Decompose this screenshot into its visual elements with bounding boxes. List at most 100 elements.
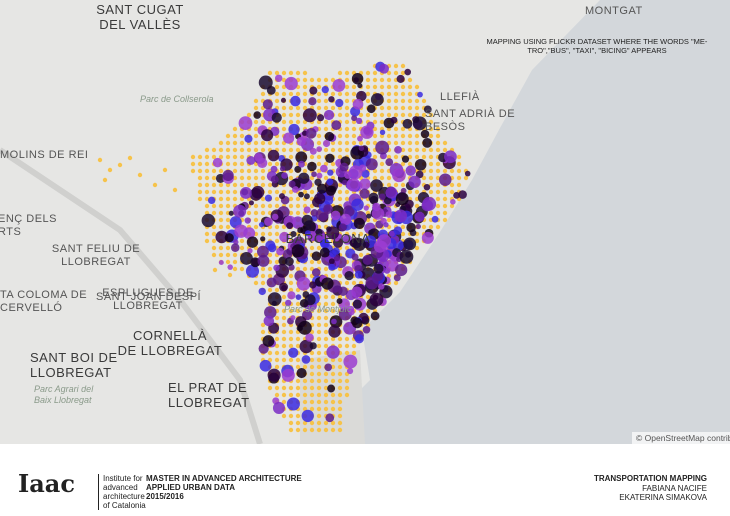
point <box>288 420 294 426</box>
place-label: SANT CUGAT <box>96 2 184 17</box>
point <box>290 95 301 107</box>
point <box>288 273 294 279</box>
point <box>400 70 406 76</box>
point <box>296 368 307 379</box>
place-label: Baix Llobregat <box>34 395 92 405</box>
point <box>351 73 364 85</box>
point <box>274 84 280 90</box>
point <box>337 378 343 384</box>
point <box>316 161 322 167</box>
point <box>258 221 265 228</box>
point <box>282 249 293 259</box>
project: TRANSPORTATION MAPPING <box>593 474 707 483</box>
point <box>327 169 334 176</box>
point <box>362 325 371 334</box>
point <box>372 126 378 132</box>
point <box>347 305 355 313</box>
point <box>267 243 277 253</box>
point <box>239 168 245 174</box>
point <box>295 70 301 76</box>
point <box>456 161 462 167</box>
point <box>296 325 303 332</box>
point <box>302 364 308 370</box>
point <box>211 210 217 216</box>
point <box>286 397 300 411</box>
point <box>330 406 336 412</box>
point <box>274 287 280 293</box>
point <box>323 315 329 321</box>
point <box>393 133 399 139</box>
point <box>218 154 224 160</box>
point <box>253 133 259 139</box>
point <box>393 70 399 76</box>
point <box>323 406 329 412</box>
point <box>295 119 301 125</box>
point <box>393 105 399 111</box>
point <box>211 245 217 251</box>
point <box>303 206 311 214</box>
point <box>253 111 262 119</box>
point <box>365 140 371 146</box>
point <box>330 140 336 146</box>
point <box>309 378 315 384</box>
point <box>271 112 282 123</box>
point <box>309 420 315 426</box>
point <box>298 172 310 184</box>
point <box>316 322 322 328</box>
point <box>267 292 282 306</box>
point <box>316 385 322 391</box>
point <box>395 192 409 206</box>
point <box>211 231 217 237</box>
point <box>331 318 337 325</box>
point <box>271 213 279 221</box>
point <box>295 427 301 433</box>
point <box>316 357 322 363</box>
point <box>316 84 322 90</box>
point <box>286 222 294 230</box>
point <box>224 233 234 243</box>
point <box>344 171 352 179</box>
point <box>344 91 350 97</box>
point <box>344 133 350 139</box>
point <box>337 91 343 97</box>
point <box>295 196 301 202</box>
point <box>197 175 203 181</box>
point <box>302 91 308 97</box>
point <box>102 177 108 183</box>
point <box>339 162 349 172</box>
point <box>435 140 441 146</box>
point <box>359 178 371 190</box>
point <box>393 182 399 188</box>
point <box>260 266 266 272</box>
point <box>394 209 408 223</box>
point <box>435 126 441 132</box>
point <box>299 339 314 354</box>
point <box>337 70 343 76</box>
point <box>383 222 389 228</box>
point <box>325 153 335 163</box>
point <box>337 413 343 419</box>
point <box>309 77 315 83</box>
point <box>218 259 224 266</box>
point <box>330 371 336 377</box>
point <box>386 182 392 188</box>
place-label: BESÒS <box>425 120 465 133</box>
point <box>414 203 420 209</box>
point <box>240 251 253 265</box>
point <box>414 98 420 104</box>
point <box>372 175 378 181</box>
point <box>281 357 287 363</box>
point <box>344 336 350 342</box>
point <box>428 168 434 174</box>
point <box>414 154 420 160</box>
point <box>400 140 406 146</box>
point <box>372 140 378 146</box>
point <box>370 93 384 107</box>
point <box>316 343 322 349</box>
point <box>246 168 252 174</box>
point <box>352 299 363 309</box>
point <box>372 119 378 125</box>
point <box>400 105 406 111</box>
point <box>351 231 357 237</box>
point <box>204 147 210 153</box>
